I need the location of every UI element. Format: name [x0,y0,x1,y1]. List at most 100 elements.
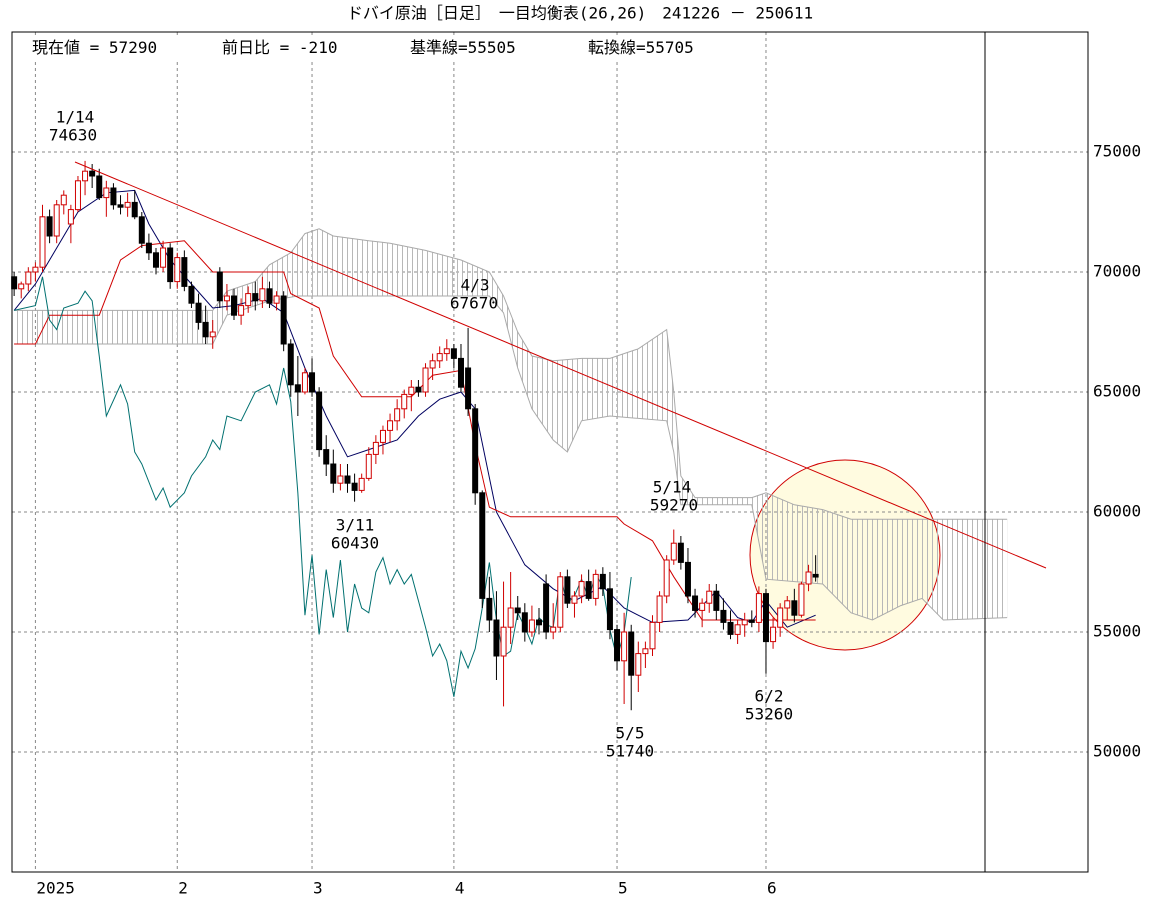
annotation-date: 1/14 [56,108,95,127]
candle-body [160,247,167,268]
candle-body [89,170,96,177]
y-tick-label: 70000 [1093,262,1141,281]
candle-body [245,293,252,307]
candle-body [443,348,450,355]
candle-body [436,353,443,362]
candle-body [174,257,181,283]
span-a-line [14,228,1008,520]
info-label: 現在値 = [32,38,99,57]
info-background [20,36,740,60]
candle-body [372,441,379,455]
y-tick-label: 65000 [1093,382,1141,401]
x-tick-label: 4 [455,879,465,898]
plot-frame [11,31,1089,873]
candle-body [514,607,521,614]
candle-body [748,619,755,623]
candle-body [39,216,46,268]
candle-body [110,187,117,206]
candle-body [670,542,677,561]
candle-body [309,372,316,393]
candle-body [273,295,280,304]
candle-body [585,581,592,599]
candle-body [521,612,528,633]
candle-body [543,583,550,633]
candle-body [266,288,273,304]
candle-body [635,653,642,676]
candle-body [486,597,493,621]
annotation-value: 60430 [331,534,379,553]
candle-body [358,477,365,491]
candle-body [252,293,259,302]
candle-body [606,588,613,631]
candle-body [720,609,727,623]
candle-body [152,252,159,268]
annotation-value: 67670 [450,294,498,313]
candle-body [337,475,344,484]
candle-body [365,453,372,479]
candle-body [351,482,358,491]
candle-body [642,648,649,655]
candle-body [18,283,25,290]
y-tick-label: 60000 [1093,502,1141,521]
candle-body [53,204,60,237]
candle-body [60,194,67,206]
candle-body [124,201,131,208]
candle-body [316,391,323,451]
candle-body [741,619,748,626]
candle-body [663,559,670,597]
candle-body [578,581,585,597]
candle-body [379,429,386,443]
candle-body [167,247,174,283]
annotation-date: 4/3 [461,276,490,295]
candle-body [628,631,635,676]
chart-title: ドバイ原油［日足］ 一目均衡表(26,26) 241226 － 250611 [347,4,813,23]
candle-body [805,571,812,585]
candle-body [536,619,543,626]
candle-body [259,288,266,302]
info-label: 転換線= [588,38,646,57]
candle-body [465,367,472,410]
annotation-value: 53260 [745,705,793,724]
y-tick-label: 50000 [1093,742,1141,761]
indicator-line [14,240,816,621]
x-tick-label: 6 [767,879,777,898]
candle-body [762,593,769,643]
info-label: 前日比 = [222,38,289,57]
candle-body [82,170,89,182]
candle-body [457,357,464,388]
candle-body [621,631,628,662]
trend-line [74,161,1047,569]
candle-body [195,302,202,323]
info-value: 55505 [468,38,516,57]
info-item: 転換線=55705 [588,38,694,57]
annotation-date: 3/11 [336,516,375,535]
candle-body [344,475,351,484]
candle-body [599,573,606,590]
candle-body [401,393,408,410]
candle-body [798,583,805,616]
info-item: 前日比 = -210 [222,38,337,57]
candle-body [557,576,564,628]
candle-body [25,271,32,285]
candle-body [46,216,53,237]
candle-body [550,626,557,633]
plot [11,32,1088,872]
candle-body [223,295,230,302]
y-tick-label: 75000 [1093,142,1141,161]
candle-body [770,626,777,643]
candle-body [415,386,422,393]
candle-body [96,175,103,199]
candle-body [188,285,195,304]
candle-body [564,576,571,604]
candle-body [294,384,301,393]
candle-body [231,295,238,316]
candle-body [592,573,599,599]
candle-body [500,626,507,657]
annotation-date: 5/5 [616,724,645,743]
x-tick-label: 3 [313,879,323,898]
candle-body [117,204,124,208]
candle-body [202,321,209,338]
candle-body [777,607,784,628]
